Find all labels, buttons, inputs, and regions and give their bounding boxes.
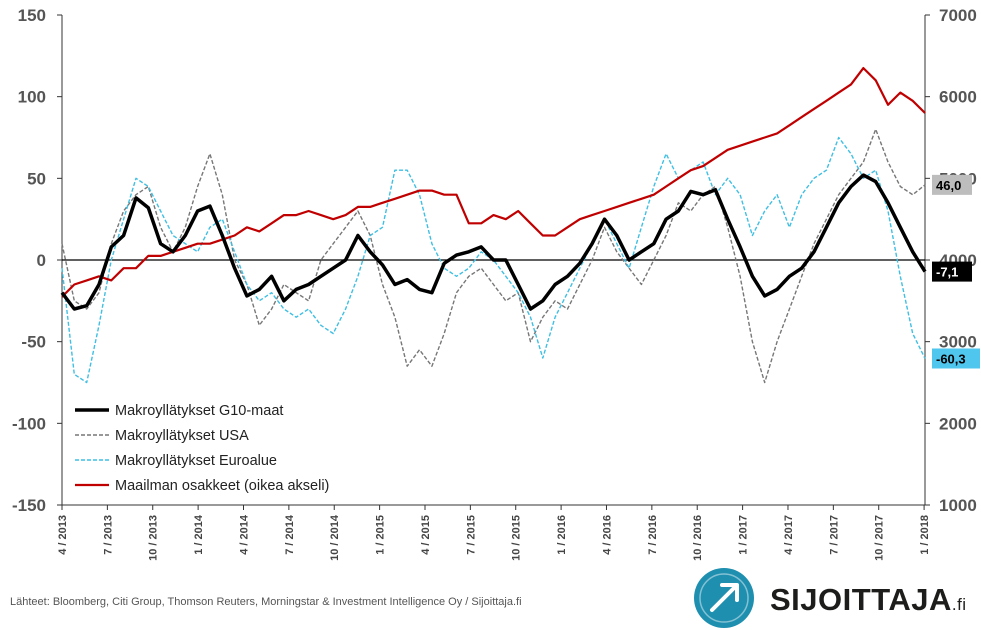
x-tick-label: 7 / 2013 [102,515,114,555]
series-line-1 [61,128,926,384]
end-badge-1 [932,174,972,195]
x-tick-label: 1 / 2018 [919,515,931,555]
x-tick-label: 7 / 2014 [284,514,296,555]
x-tick-label: 1 / 2017 [738,515,750,555]
y-left-tick-label: 0 [37,251,46,270]
x-tick-label: 4 / 2016 [601,515,613,555]
end-badge-2 [932,348,980,369]
x-tick-label: 7 / 2017 [828,515,840,555]
legend-label-3: Maailman osakkeet (oikea akseli) [115,478,329,494]
x-tick-label: 10 / 2016 [692,515,704,561]
y-right-tick-label: 7000 [939,6,977,25]
x-tick-label: 4 / 2017 [783,515,795,555]
x-tick-label: 10 / 2014 [329,514,341,561]
x-tick-label: 7 / 2015 [465,515,477,555]
x-tick-label: 10 / 2013 [148,515,160,561]
end-badge-label-2: -60,3 [936,351,966,366]
x-tick-label: 1 / 2014 [193,514,205,555]
y-right-tick-label: 2000 [939,414,977,433]
logo: SIJOITTAJA.fi [692,568,972,628]
y-left-tick-label: -50 [21,333,46,352]
logo-mark-icon [694,568,754,628]
y-left-tick-label: -100 [12,414,46,433]
end-badge-label-1: 46,0 [936,178,961,193]
x-tick-label: 4 / 2013 [57,515,69,555]
y-left-tick-label: 50 [27,169,46,188]
legend-label-2: Makroyllätykset Euroalue [115,453,277,469]
x-tick-label: 4 / 2014 [238,514,250,555]
y-left-tick-label: 100 [18,88,46,107]
end-badge-label-0: -7,1 [936,265,958,280]
y-right-tick-label: 6000 [939,88,977,107]
x-tick-label: 7 / 2016 [647,515,659,555]
x-tick-label: 1 / 2016 [556,515,568,555]
source-note: Lähteet: Bloomberg, Citi Group, Thomson … [10,596,522,608]
series-line-0 [60,173,927,311]
y-left-tick-label: -150 [12,496,46,515]
x-tick-label: 4 / 2015 [420,515,432,555]
x-tick-label: 1 / 2015 [375,515,387,555]
logo-wordmark: SIJOITTAJA.fi [770,582,967,617]
y-right-tick-label: 1000 [939,496,977,515]
end-badge-0 [932,261,972,282]
y-right-tick-label: 3000 [939,333,977,352]
series-line-3 [61,67,926,298]
legend-label-0: Makroyllätykset G10-maat [115,403,283,419]
legend-label-1: Makroyllätykset USA [115,428,249,444]
x-tick-label: 10 / 2015 [511,515,523,561]
y-left-tick-label: 150 [18,6,46,25]
x-tick-label: 10 / 2017 [874,515,886,561]
